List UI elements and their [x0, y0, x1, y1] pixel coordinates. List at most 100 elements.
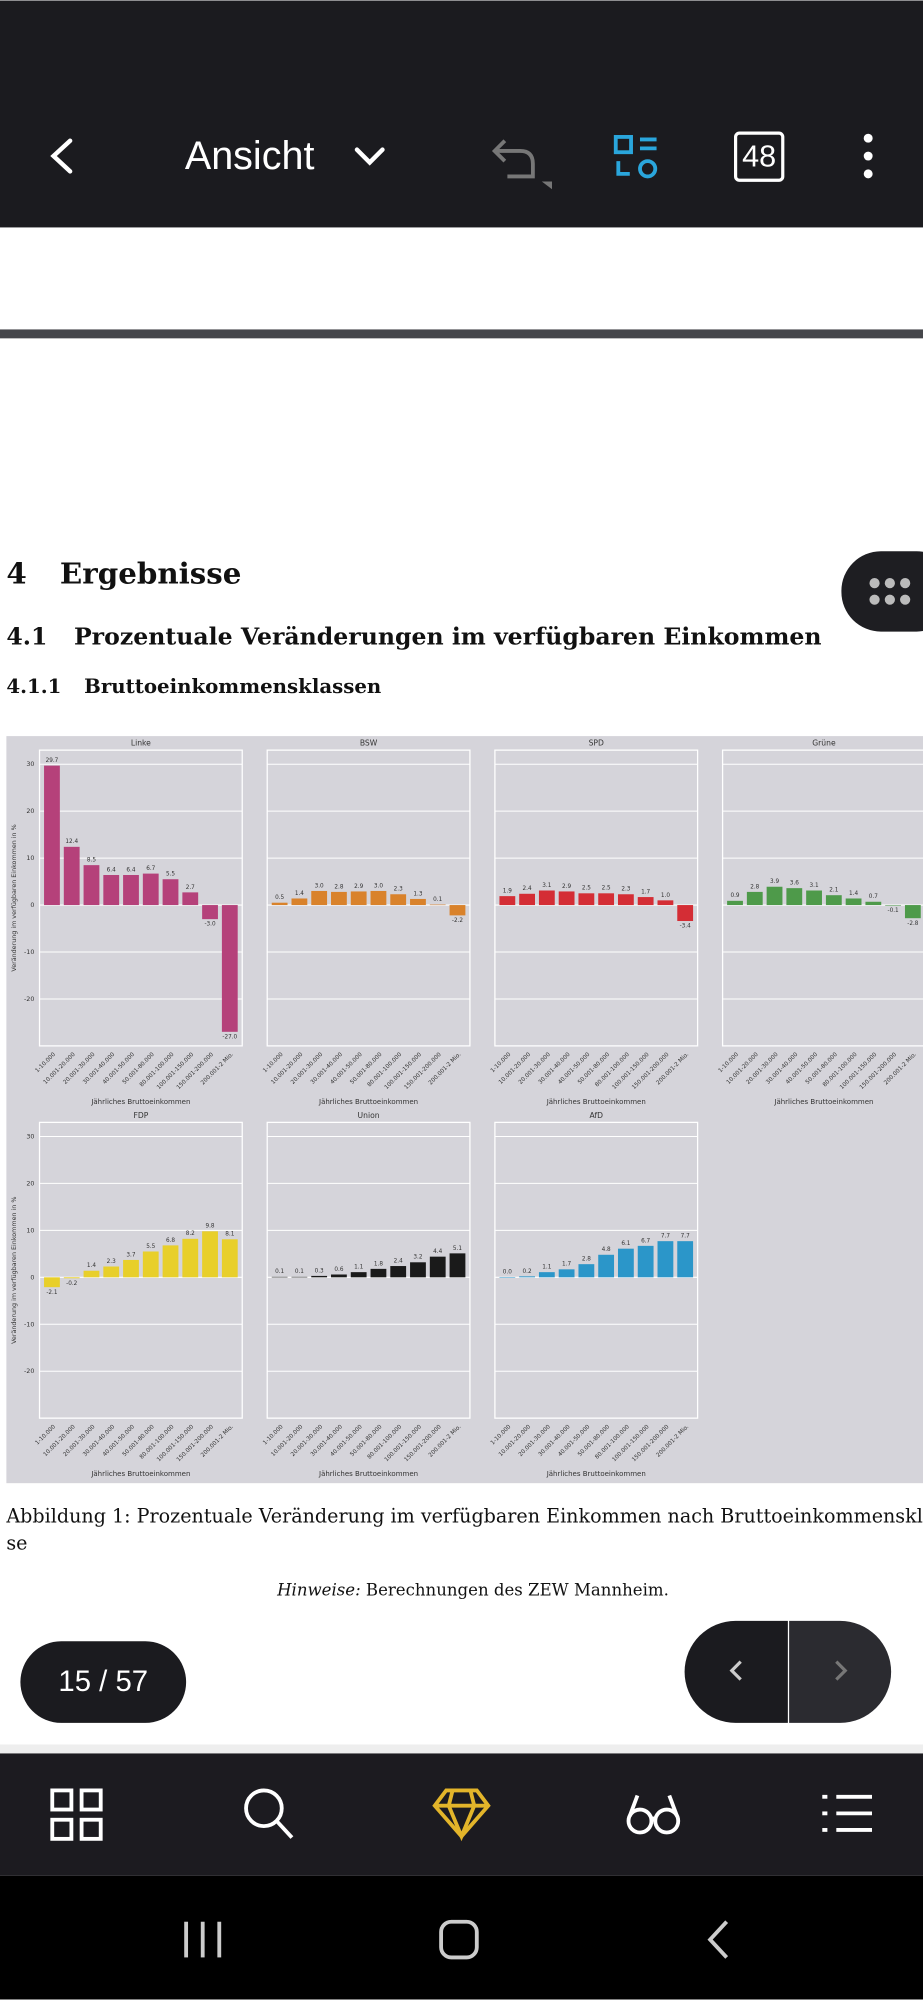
value-label: 9.8	[205, 1224, 214, 1230]
value-label: 5.1	[453, 1246, 462, 1252]
bar	[390, 1266, 407, 1278]
chart-title: SPD	[589, 739, 604, 748]
bar	[142, 873, 159, 906]
value-label: 1.0	[661, 893, 670, 899]
bar	[598, 1254, 615, 1278]
bar	[885, 905, 902, 906]
value-label: 1.4	[849, 891, 858, 897]
value-label: 1.9	[503, 889, 512, 895]
back-button[interactable]	[50, 138, 73, 174]
layout-button[interactable]	[613, 135, 658, 179]
system-nav-bar	[0, 1875, 923, 2000]
value-label: 2.1	[829, 888, 838, 894]
note: Hinweise: Berechnungen des ZEW Mannheim.	[276, 1580, 669, 1599]
value-label: 3.7	[126, 1252, 135, 1258]
value-label: 6.8	[166, 1238, 175, 1244]
value-label: 7.7	[661, 1234, 670, 1240]
subsubheading: Bruttoeinkommensklassen	[84, 674, 381, 698]
bar	[271, 1276, 288, 1278]
bar	[221, 1239, 238, 1278]
outline-button[interactable]	[822, 1794, 873, 1832]
y-tick-label: 20	[26, 807, 34, 815]
bar	[142, 1251, 159, 1278]
view-menu[interactable]: Ansicht	[185, 134, 315, 178]
subheading: Prozentuale Veränderungen im verfügbaren…	[74, 622, 822, 650]
bar	[123, 1259, 139, 1278]
previous-page[interactable]	[684, 1620, 788, 1723]
value-label: 8.1	[225, 1232, 234, 1238]
bar	[162, 879, 179, 906]
value-label: 3.0	[374, 883, 383, 889]
bar	[271, 902, 288, 906]
chart-title: FDP	[133, 1111, 148, 1120]
bar	[83, 1270, 100, 1278]
value-label: 2.9	[354, 884, 363, 890]
bar	[44, 765, 60, 906]
bottom-bar	[0, 1753, 923, 1876]
bar	[825, 895, 842, 906]
reading-mode-button[interactable]	[626, 1794, 681, 1835]
value-label: 1.8	[374, 1261, 383, 1267]
bar	[311, 890, 328, 906]
value-label: 2.4	[394, 1258, 403, 1264]
value-label: 8.2	[186, 1231, 195, 1237]
y-tick-label: 30	[26, 1132, 34, 1140]
y-tick-label: -10	[24, 948, 34, 956]
search-button[interactable]	[244, 1788, 294, 1839]
view-dropdown[interactable]	[354, 147, 385, 166]
value-label: 1.4	[87, 1263, 96, 1269]
home-button[interactable]	[439, 1919, 479, 1960]
value-label: 1.4	[295, 891, 304, 897]
more-menu[interactable]	[863, 133, 873, 179]
value-label: 2.3	[107, 1259, 116, 1265]
undo-button[interactable]	[491, 139, 553, 190]
bar	[499, 896, 516, 906]
bar	[449, 905, 466, 916]
value-label: 1.7	[562, 1262, 571, 1268]
subheading-number: 4.1	[6, 622, 47, 650]
quick-menu[interactable]	[841, 551, 923, 632]
value-label: 3.0	[315, 883, 324, 889]
bar	[202, 905, 218, 920]
premium-button[interactable]	[432, 1788, 491, 1842]
value-label: 2.8	[334, 884, 343, 890]
bar	[657, 900, 674, 906]
value-label: -2.1	[46, 1290, 58, 1296]
page-count-badge[interactable]: 48	[742, 140, 776, 174]
recent-apps-button[interactable]	[184, 1921, 222, 1958]
bar	[410, 898, 426, 906]
value-label: 4.4	[433, 1249, 442, 1255]
heading-number: 4	[6, 555, 26, 590]
bar	[291, 1276, 308, 1278]
bar	[637, 897, 654, 906]
bar	[410, 1262, 426, 1278]
toolbar	[0, 0, 923, 228]
bar	[44, 1277, 60, 1288]
value-label: 2.8	[582, 1257, 591, 1263]
x-axis-label: Jährliches Bruttoeinkommen	[318, 1097, 418, 1106]
bar	[538, 1272, 555, 1278]
value-label: 1.1	[354, 1265, 363, 1271]
bar	[83, 865, 100, 906]
value-label: 1.3	[413, 891, 422, 897]
value-label: 5.5	[146, 1244, 155, 1250]
bar	[370, 890, 387, 906]
value-label: 2.8	[750, 884, 759, 890]
chart-title: Grüne	[812, 739, 836, 748]
page-count-badge-frame[interactable]	[734, 131, 785, 182]
chart-title: BSW	[360, 739, 378, 748]
bar	[350, 1272, 367, 1278]
bar	[449, 1253, 466, 1278]
bar	[865, 901, 882, 906]
bar	[519, 1276, 535, 1278]
next-page[interactable]	[789, 1620, 892, 1723]
thumbnails-button[interactable]	[50, 1788, 103, 1841]
x-axis-label: Jährliches Bruttoeinkommen	[318, 1469, 418, 1478]
value-label: 2.7	[186, 885, 195, 891]
value-label: 3.2	[413, 1255, 422, 1261]
bar	[350, 891, 367, 906]
bar	[429, 1256, 446, 1278]
system-back-button[interactable]	[707, 1920, 729, 1959]
value-label: 2.5	[582, 886, 591, 892]
